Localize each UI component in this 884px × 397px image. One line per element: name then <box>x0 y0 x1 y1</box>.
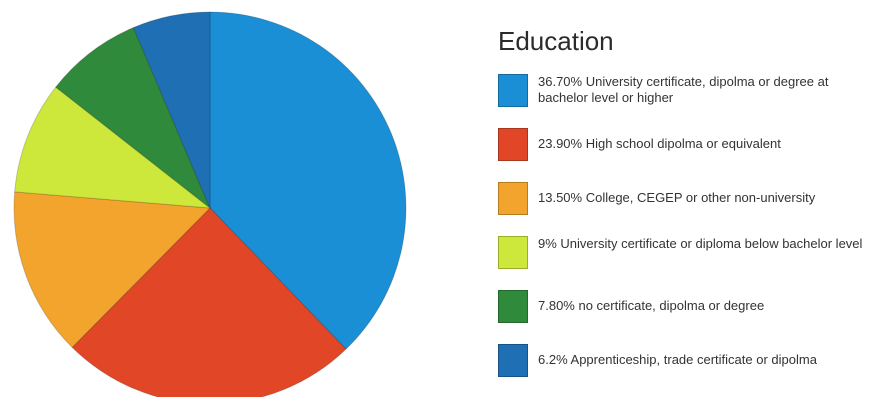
legend-item: 23.90% High school dipolma or equivalent <box>498 128 878 164</box>
legend-label: 23.90% High school dipolma or equivalent <box>538 136 781 151</box>
legend-swatch <box>498 344 528 377</box>
pie-slice-5 <box>55 26 211 209</box>
legend-item: 6.2% Apprenticeship, trade certificate o… <box>498 344 878 380</box>
legend-title: Education <box>498 26 614 56</box>
pie-slice-2 <box>71 207 347 397</box>
legend-label: 7.80% no certificate, dipolma or degree <box>538 298 765 313</box>
pie-chart <box>13 11 407 397</box>
legend-swatch <box>498 128 528 161</box>
legend-label: 13.50% College, CEGEP or other non-unive… <box>538 190 816 205</box>
legend-item: 13.50% College, CEGEP or other non-unive… <box>498 182 878 218</box>
pie-slice-6 <box>132 11 211 209</box>
legend-item: 9% University certificate or diploma bel… <box>498 236 878 272</box>
legend-swatch <box>498 236 528 269</box>
legend-item: 36.70% University certificate, dipolma o… <box>498 74 878 110</box>
pie-slice-4 <box>14 86 212 209</box>
legend-item: 7.80% no certificate, dipolma or degree <box>498 290 878 326</box>
legend-label: 36.70% University certificate, dipolma o… <box>538 74 829 105</box>
pie-slice-1 <box>209 11 407 350</box>
pie-slice-3 <box>13 191 212 349</box>
legend-label: 6.2% Apprenticeship, trade certificate o… <box>538 352 817 367</box>
legend-swatch <box>498 74 528 107</box>
legend-swatch <box>498 182 528 215</box>
legend-label: 9% University certificate or diploma bel… <box>538 236 863 251</box>
legend-swatch <box>498 290 528 323</box>
